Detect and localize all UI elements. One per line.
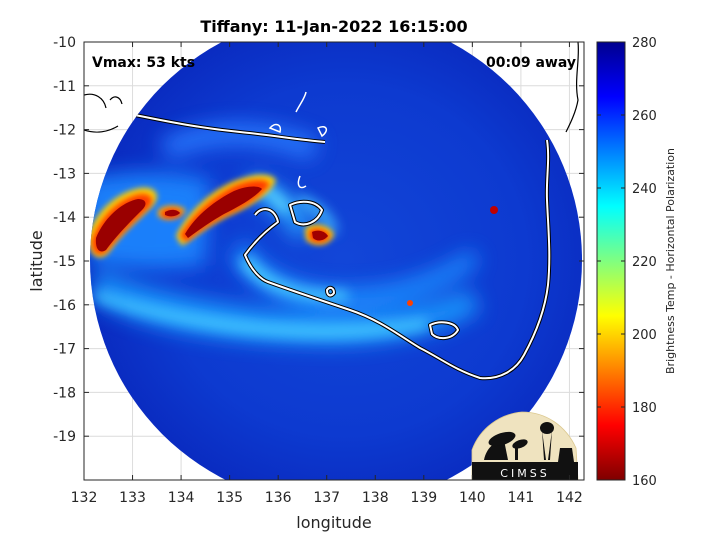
y-tick-label: -16 <box>53 298 76 314</box>
y-tick-label: -15 <box>53 254 76 270</box>
y-axis-label: latitude <box>27 230 46 291</box>
colorbar-tick-label: 280 <box>632 36 657 51</box>
x-tick-label: 142 <box>556 490 583 506</box>
x-axis-ticks: 132 133 134 135 136 137 138 139 140 141 142 <box>71 42 583 506</box>
x-tick-label: 133 <box>119 490 146 506</box>
colorbar-tick-label: 220 <box>632 255 657 270</box>
y-tick-label: -10 <box>53 35 76 51</box>
x-axis-label: longitude <box>296 513 371 532</box>
y-tick-label: -19 <box>53 429 76 445</box>
colorbar-tick-label: 160 <box>632 474 657 489</box>
colorbar-tick-label: 200 <box>632 328 657 343</box>
colorbar-label: Brightness Temp - Horizontal Polarizatio… <box>664 148 677 374</box>
y-tick-label: -11 <box>53 79 76 95</box>
x-tick-label: 136 <box>265 490 292 506</box>
x-tick-label: 138 <box>362 490 389 506</box>
x-tick-label: 137 <box>313 490 340 506</box>
vmax-annotation: Vmax: 53 kts <box>92 55 195 71</box>
y-tick-label: -13 <box>53 166 76 182</box>
cimss-logo: CIMSS <box>471 411 579 481</box>
x-tick-label: 140 <box>459 490 486 506</box>
colorbar-tick-label: 240 <box>632 182 657 197</box>
colorbar-tick-label: 260 <box>632 109 657 124</box>
y-tick-label: -18 <box>53 385 76 401</box>
colorbar-tick-label: 180 <box>632 401 657 416</box>
colorbar-ticks: 280 260 240 220 200 180 160 <box>597 36 657 489</box>
x-tick-label: 135 <box>216 490 243 506</box>
time-away-annotation: 00:09 away <box>486 55 576 71</box>
x-tick-label: 139 <box>410 490 437 506</box>
x-tick-label: 134 <box>168 490 195 506</box>
y-tick-label: -12 <box>53 123 76 139</box>
y-tick-label: -17 <box>53 342 76 358</box>
y-tick-label: -14 <box>53 210 76 226</box>
y-axis-ticks: -10 -11 -12 -13 -14 -15 -16 -17 -18 -19 <box>53 35 584 445</box>
svg-text:CIMSS: CIMSS <box>500 467 549 480</box>
colorbar <box>596 41 626 481</box>
brightness-swath <box>84 42 582 480</box>
x-tick-label: 141 <box>508 490 535 506</box>
chart-title: Tiffany: 11-Jan-2022 16:15:00 <box>200 17 467 36</box>
x-tick-label: 132 <box>71 490 98 506</box>
